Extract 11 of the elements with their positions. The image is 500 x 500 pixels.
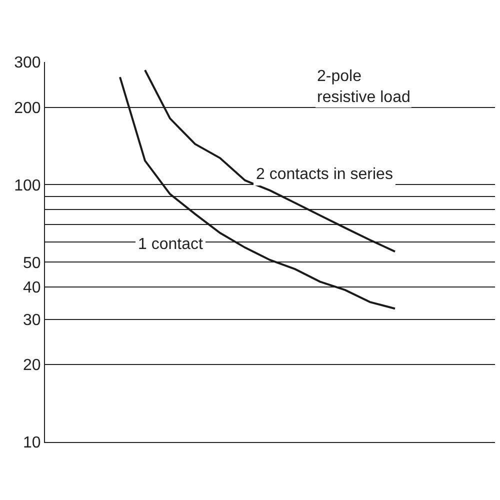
annotation: 2-pole resistive load (317, 68, 410, 106)
series-label: 2 contacts in series (256, 166, 393, 183)
y-tick-label: 30 (23, 312, 41, 329)
y-tick-label: 300 (14, 54, 41, 72)
y-tick-label: 20 (23, 357, 41, 374)
y-tick-label: 40 (23, 280, 41, 297)
y-tick-label: 50 (23, 254, 41, 272)
y-tick-label: 10 (23, 434, 41, 452)
series-label: 1 contact (138, 236, 204, 253)
y-tick-label: 200 (14, 100, 41, 117)
y-tick-label: 100 (14, 177, 41, 194)
